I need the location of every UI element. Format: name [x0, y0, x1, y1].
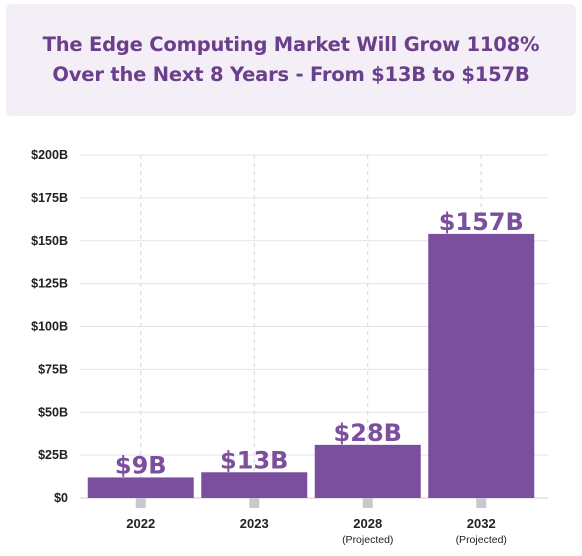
data-label: $9B [115, 451, 167, 479]
bar [87, 477, 194, 498]
data-labels: $9B $13B $28B $157B [115, 208, 524, 480]
bar [201, 472, 308, 498]
y-tick-label: $25B [38, 448, 68, 462]
x-tick-label: 2028 [353, 516, 382, 531]
x-axis-ticks: 2022 2023 2028 (Projected) 2032 (Projected) [126, 498, 507, 546]
chart-title-line-1: The Edge Computing Market Will Grow 1108… [42, 33, 540, 56]
data-label: $157B [439, 208, 524, 236]
y-tick-label: $200B [31, 148, 68, 162]
x-tick-marker [362, 498, 373, 508]
y-tick-label: $0 [54, 491, 68, 505]
x-tick-marker [135, 498, 146, 508]
x-tick-label: 2022 [126, 516, 155, 531]
bar [314, 444, 421, 498]
y-tick-label: $125B [31, 277, 68, 291]
x-tick-sublabel: (Projected) [456, 534, 507, 546]
x-tick-marker [476, 498, 487, 508]
title-box: The Edge Computing Market Will Grow 1108… [6, 4, 576, 116]
x-tick-sublabel: (Projected) [342, 534, 393, 546]
x-tick-label: 2032 [467, 516, 496, 531]
x-tick-marker [249, 498, 260, 508]
x-tick-label: 2023 [240, 516, 269, 531]
y-tick-label: $175B [31, 191, 68, 205]
data-label: $28B [334, 419, 402, 447]
bars [87, 233, 535, 498]
y-tick-label: $100B [31, 320, 68, 334]
y-tick-label: $75B [38, 362, 68, 376]
data-label: $13B [220, 446, 288, 474]
chart-title-line-2: Over the Next 8 Years - From $13B to $15… [52, 63, 530, 86]
y-tick-label: $50B [38, 405, 68, 419]
y-axis-ticks: $0 $25B $50B $75B $100B $125B $150B $175B $200B [31, 148, 68, 505]
bar [428, 233, 535, 498]
y-tick-label: $150B [31, 234, 68, 248]
